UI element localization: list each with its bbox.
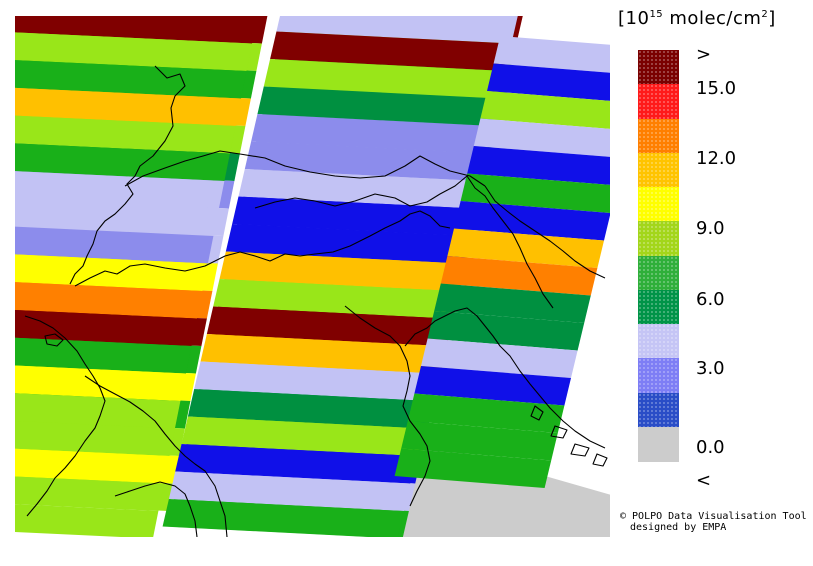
colorbar-label: 9.0 (696, 218, 725, 239)
swath-pixel (407, 393, 565, 433)
colorbar-label: 15.0 (696, 78, 737, 99)
colorbar-block (638, 324, 679, 359)
colorbar-label: 3.0 (696, 358, 725, 379)
coastline-borders (24, 65, 608, 537)
swath-pixel (15, 60, 247, 99)
swath-pixel (394, 448, 552, 488)
swath-pixel (15, 393, 181, 429)
colorbar-block (638, 118, 679, 154)
swath-pixel (263, 59, 506, 99)
islands-path (530, 405, 608, 467)
border-path-slovenia (466, 175, 554, 309)
swath-pixel (487, 63, 610, 101)
colorbar-label: > (696, 44, 712, 65)
legend-title: [1015 molec/cm2] (618, 8, 776, 29)
colorbar-block (638, 289, 679, 325)
coast-path-venice (404, 307, 606, 449)
credit-text: © POLPO Data Visualisation Tool designed… (620, 511, 807, 533)
swath-pixel (251, 114, 493, 154)
colorbar-block (638, 255, 679, 291)
swath-pixel (15, 282, 203, 319)
swath-pixel (440, 256, 598, 296)
swath-pixel (15, 16, 258, 44)
swath-pixel (15, 171, 225, 209)
colorbar-block (638, 426, 679, 462)
border-path-west (24, 315, 106, 517)
swath-pixel (15, 309, 197, 346)
swath-pixel (473, 118, 610, 157)
border-path-swiss-it (74, 210, 451, 287)
swath-pixel (15, 476, 164, 511)
map-canvas[interactable] (15, 16, 610, 537)
swath-pixel (401, 421, 558, 461)
swath-pixel (15, 87, 241, 126)
colorbar-block (638, 152, 679, 188)
border-path-austria (254, 175, 468, 209)
swath-pixel (427, 311, 585, 351)
swath-pixel (15, 115, 236, 154)
colorbar-block (638, 392, 679, 428)
coast-path-ligurian (84, 375, 228, 537)
swath-pixel (15, 143, 230, 181)
swath-pixel (467, 146, 610, 185)
colorbar-label: 12.0 (696, 148, 737, 169)
colorbar-block (638, 187, 679, 222)
swath-pixel (194, 361, 436, 401)
colorbar-block (638, 221, 679, 257)
swath-pixel (493, 36, 610, 73)
colorbar-block (638, 358, 679, 394)
swath-pixel (15, 226, 214, 264)
swath-pixel (257, 86, 499, 126)
swath-pixel (187, 389, 430, 429)
swath-pixel (168, 471, 411, 511)
swath-pixel (219, 251, 461, 291)
swath-pixel (15, 365, 186, 401)
colorbar-label: < (696, 470, 712, 491)
swath-pixel (175, 444, 417, 484)
border-path-north (69, 65, 186, 285)
swath-pixel (15, 448, 170, 484)
colorbar-block (638, 50, 679, 85)
swath-pixel (454, 201, 610, 241)
colorbar-label: 6.0 (696, 289, 725, 310)
coast-path-adriatic (344, 305, 431, 507)
border-path-lake (44, 333, 64, 347)
border-path-east (484, 185, 606, 279)
swath-pixel (447, 228, 604, 268)
border-path-alps (124, 150, 486, 187)
swath-pixel (480, 91, 610, 129)
swath-pixel (181, 416, 423, 456)
swath-pixel (270, 31, 512, 71)
swath-pixel (15, 337, 192, 374)
swath-pixel (200, 334, 442, 374)
swath-pixel (414, 366, 571, 406)
map-panel[interactable] (15, 16, 610, 537)
swath-pixel (15, 198, 219, 236)
swath-pixel (232, 196, 474, 236)
swath-pixel (15, 420, 175, 456)
satellite-swaths (15, 16, 610, 537)
border-path-sw (114, 481, 198, 537)
swath-pixel (276, 16, 518, 44)
swath-pixel (421, 338, 578, 378)
swath-pixel (213, 279, 455, 319)
colorbar-block (638, 84, 679, 120)
swath-pixel (15, 504, 159, 537)
swath-pixel (206, 306, 449, 346)
colorbar-label: 0.0 (696, 437, 725, 458)
swath-pixel (15, 32, 252, 71)
